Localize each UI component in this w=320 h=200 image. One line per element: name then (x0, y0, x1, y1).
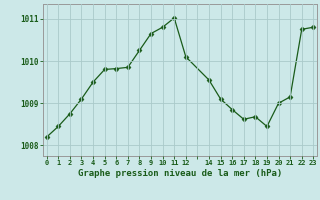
X-axis label: Graphe pression niveau de la mer (hPa): Graphe pression niveau de la mer (hPa) (78, 169, 282, 178)
